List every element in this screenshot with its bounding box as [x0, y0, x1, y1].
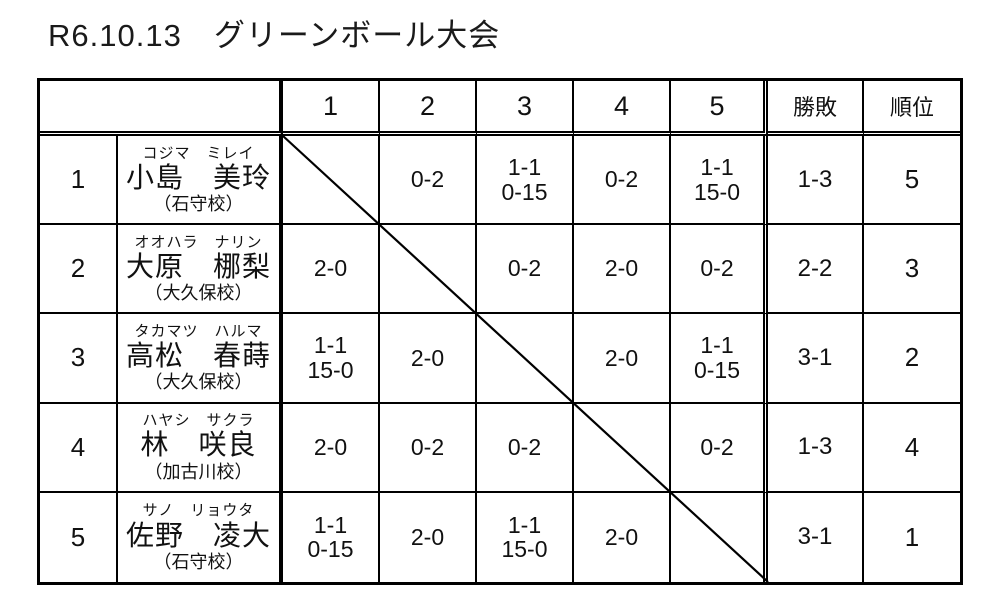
player-school: （大久保校）: [144, 372, 253, 393]
result-cell: 0-2: [671, 403, 768, 493]
result-cell: 0-2: [380, 136, 477, 226]
record-cell: 1-3: [768, 136, 864, 226]
result-cell: 1-1 15-0: [671, 136, 768, 226]
player-number: 3: [40, 314, 118, 404]
header-rank: 順位: [864, 81, 960, 136]
player-name: 高松 春蒔: [125, 340, 271, 372]
result-cell: 0-2: [380, 403, 477, 493]
record-cell: 1-3: [768, 403, 864, 493]
record-cell: 3-1: [768, 314, 864, 404]
rank-cell: 5: [864, 136, 960, 226]
header-blank-cell: [40, 81, 283, 136]
player-furigana: サノ リョウタ: [142, 502, 255, 520]
header-record: 勝敗: [768, 81, 864, 136]
player-name-cell: コジマ ミレイ 小島 美玲 （石守校）: [118, 136, 283, 226]
result-cell: 2-0: [574, 314, 671, 404]
header-opponent-4: 4: [574, 81, 671, 136]
player-school: （大久保校）: [144, 283, 253, 304]
result-cell: 1-1 15-0: [283, 314, 380, 404]
result-cell: 2-0: [283, 225, 380, 315]
rank-cell: 1: [904, 521, 920, 552]
player-name: 林 咲良: [140, 429, 257, 461]
player-school: （石守校）: [153, 551, 244, 572]
result-cell-self: [477, 314, 574, 404]
rank-cell: 4: [864, 404, 960, 493]
result-cell: 0-2: [477, 225, 574, 315]
player-name: 大原 梛梨: [125, 250, 271, 282]
result-cell: 1-1 0-15: [477, 136, 574, 226]
result-cell: 2-0: [380, 492, 477, 582]
result-cell: 2-0: [283, 403, 380, 493]
player-school: （石守校）: [153, 193, 244, 214]
result-cell: 2-0: [380, 314, 477, 404]
record-cell: 2-2: [768, 225, 864, 315]
result-cell: 0-2: [477, 403, 574, 493]
result-cell-self: [380, 225, 477, 315]
player-number: 4: [40, 403, 118, 493]
rank-cell: 3: [864, 225, 960, 315]
player-furigana: コジマ ミレイ: [142, 144, 255, 162]
page-title: R6.10.13 グリーンボール大会: [48, 18, 501, 53]
player-name: 小島 美玲: [125, 161, 271, 193]
result-cell: 1-1 0-15: [671, 314, 768, 404]
player-name-cell: オオハラ ナリン 大原 梛梨 （大久保校）: [118, 225, 283, 315]
result-cell: 1-1 15-0: [477, 492, 574, 582]
player-school: （加古川校）: [144, 461, 253, 482]
player-number: 2: [40, 225, 118, 315]
header-opponent-1: 1: [283, 81, 380, 136]
player-furigana: ハヤシ サクラ: [142, 412, 255, 430]
header-opponent-5: 5: [671, 81, 768, 136]
result-cell-self: [671, 492, 768, 582]
player-number: 5: [40, 492, 118, 582]
header-opponent-2: 2: [380, 81, 477, 136]
record-cell: 3-1: [768, 492, 864, 582]
round-robin-table: 1 2 3 4 5 勝敗 順位 1 コジマ ミレイ 小島 美玲 （石守校） 0-…: [37, 78, 963, 585]
player-name-cell: サノ リョウタ 佐野 凌大 （石守校）: [118, 492, 283, 582]
player-number: 1: [40, 136, 118, 226]
player-furigana: タカマツ ハルマ: [134, 322, 263, 340]
rank-cell: 2: [864, 314, 960, 404]
player-furigana: オオハラ ナリン: [134, 233, 263, 251]
header-opponent-3: 3: [477, 81, 574, 136]
result-cell: 0-2: [671, 225, 768, 315]
player-name: 佐野 凌大: [125, 519, 271, 551]
player-name-cell: ハヤシ サクラ 林 咲良 （加古川校）: [118, 403, 283, 493]
result-cell-self: [283, 136, 380, 226]
result-cell: 1-1 0-15: [283, 492, 380, 582]
result-cell: 0-2: [574, 136, 671, 226]
result-cell: 2-0: [574, 225, 671, 315]
player-name-cell: タカマツ ハルマ 高松 春蒔 （大久保校）: [118, 314, 283, 404]
result-cell: 2-0: [574, 492, 671, 582]
result-cell-self: [574, 403, 671, 493]
